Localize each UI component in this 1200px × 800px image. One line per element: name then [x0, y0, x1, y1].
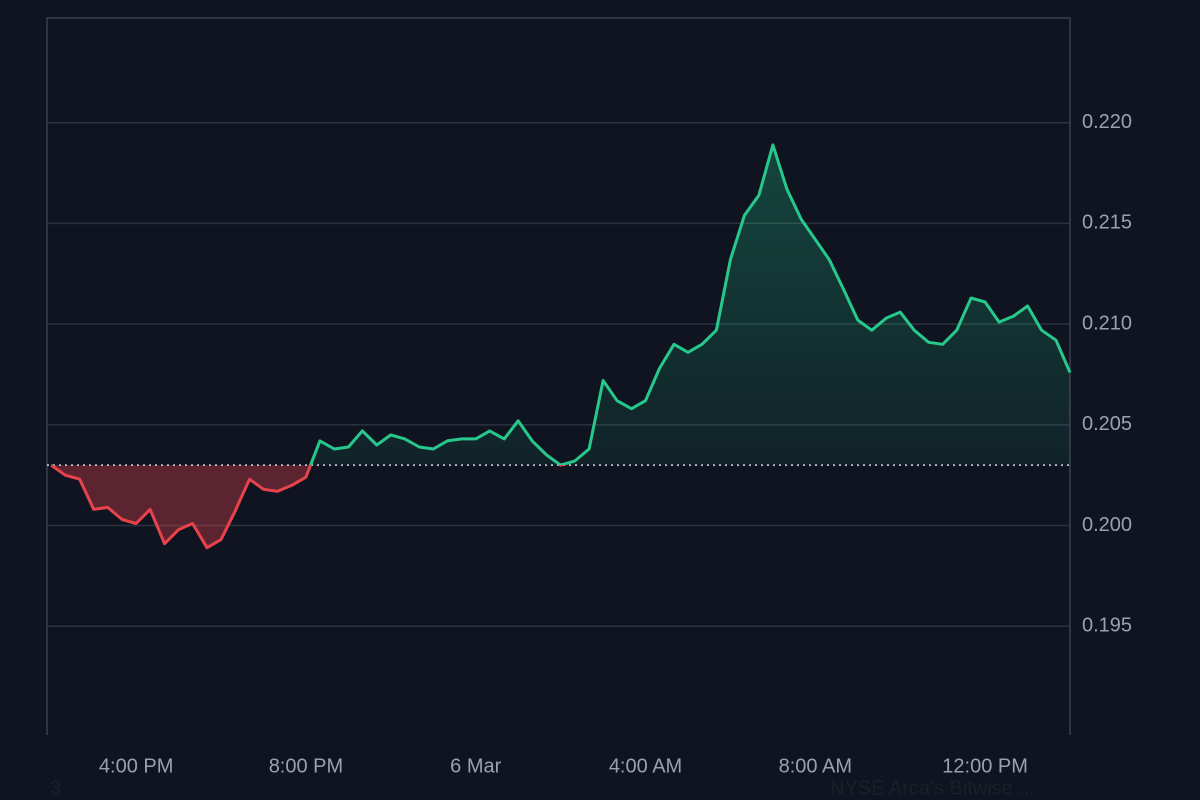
x-tick-label: 6 Mar	[450, 755, 501, 777]
price-area	[51, 144, 1070, 548]
x-tick-label: 12:00 PM	[942, 755, 1028, 777]
y-tick-label: 0.215	[1082, 212, 1132, 234]
x-tick-label: 4:00 PM	[99, 755, 173, 777]
x-tick-label: 8:00 AM	[779, 755, 852, 777]
x-tick-label: 4:00 AM	[609, 755, 682, 777]
footer-left: 3	[50, 777, 61, 799]
y-tick-label: 0.195	[1082, 615, 1132, 637]
y-tick-label: 0.200	[1082, 514, 1132, 536]
price-line	[50, 143, 1072, 550]
y-tick-label: 0.205	[1082, 413, 1132, 435]
x-tick-label: 8:00 PM	[269, 755, 343, 777]
y-tick-label: 0.210	[1082, 312, 1132, 334]
footer-right: NYSE Arca's Bitwise ...	[830, 777, 1035, 799]
y-tick-label: 0.220	[1082, 111, 1132, 133]
